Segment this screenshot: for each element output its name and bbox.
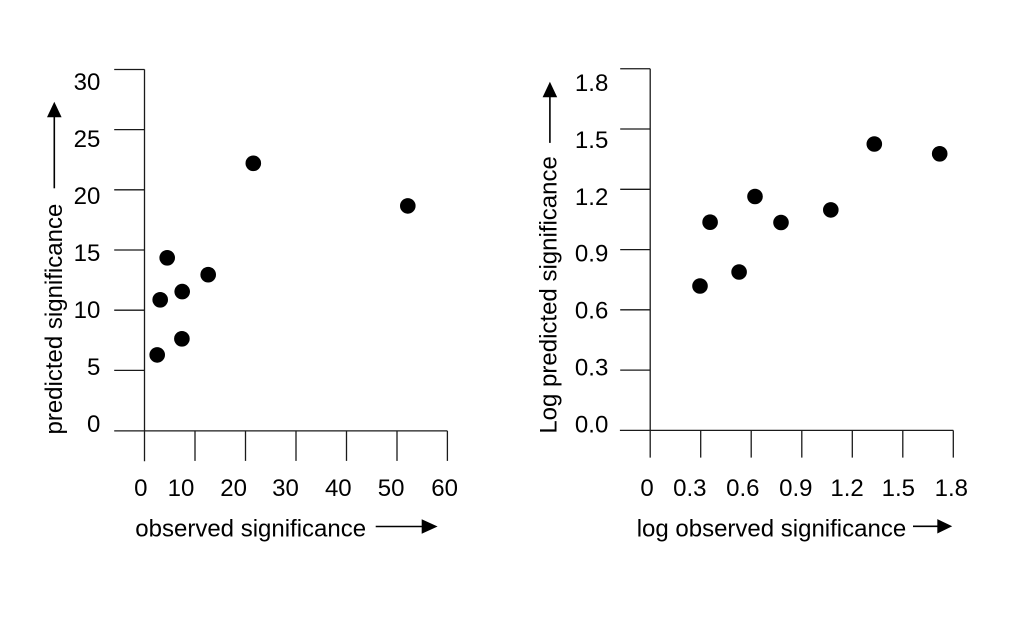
svg-text:0: 0 [134,475,147,502]
svg-text:0.3: 0.3 [673,475,706,502]
svg-text:1.5: 1.5 [882,475,915,502]
svg-text:Log predicted significance: Log predicted significance [536,156,563,434]
svg-text:40: 40 [325,475,352,502]
svg-text:30: 30 [272,475,299,502]
svg-text:50: 50 [378,475,405,502]
svg-text:60: 60 [431,475,458,502]
svg-text:5: 5 [87,354,100,381]
svg-text:20: 20 [74,183,101,210]
svg-text:1.8: 1.8 [935,475,968,502]
svg-text:25: 25 [74,126,101,153]
svg-text:0.9: 0.9 [575,241,608,268]
svg-text:0: 0 [640,475,653,502]
svg-text:20: 20 [220,475,247,502]
svg-text:0.9: 0.9 [779,475,812,502]
svg-text:0.3: 0.3 [575,355,608,382]
svg-text:0: 0 [87,411,100,438]
svg-text:10: 10 [168,475,195,502]
svg-text:10: 10 [74,297,101,324]
svg-text:0.0: 0.0 [575,411,608,438]
svg-text:1.5: 1.5 [575,127,608,154]
svg-text:0.6: 0.6 [726,475,759,502]
svg-text:15: 15 [74,240,101,267]
svg-text:1.8: 1.8 [575,70,608,97]
svg-text:log observed significance: log observed significance [637,515,907,542]
svg-text:predicted significance: predicted significance [41,204,68,435]
svg-text:1.2: 1.2 [830,475,863,502]
svg-text:30: 30 [74,69,101,96]
svg-text:observed significance: observed significance [135,516,366,543]
svg-text:0.6: 0.6 [575,298,608,325]
svg-text:1.2: 1.2 [575,184,608,211]
